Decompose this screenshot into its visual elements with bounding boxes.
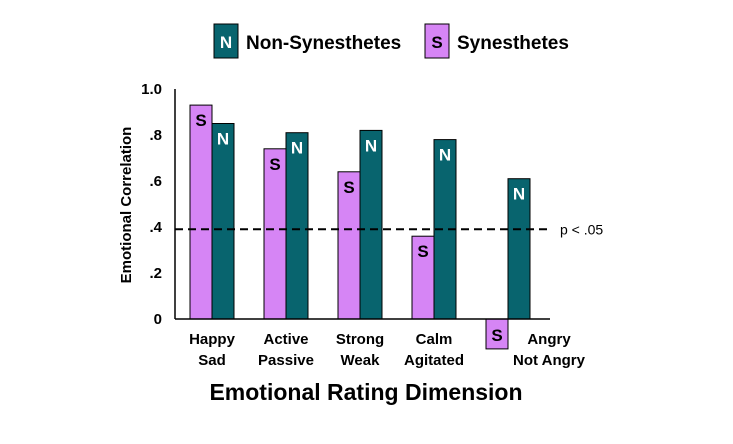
bar-marker-synesthetes-2: S <box>343 178 354 197</box>
bar-marker-non-synesthetes-4: N <box>513 185 525 204</box>
legend-marker-synesthetes: S <box>431 33 442 52</box>
legend-label-non-synesthetes: Non-Synesthetes <box>246 33 401 54</box>
category-label-line2: Not Angry <box>513 352 586 369</box>
y-tick-label: .6 <box>149 173 162 190</box>
category-label-line1: Calm <box>416 331 453 348</box>
category-label-line2: Passive <box>258 352 314 369</box>
y-tick-labels: 0 .2 .4 .6 .8 1.0 <box>141 81 163 328</box>
category-label-line2: Weak <box>341 352 381 369</box>
bar-non-synesthetes-1 <box>285 132 309 320</box>
bar-synesthetes-0 <box>189 104 213 320</box>
bar-marker-non-synesthetes-1: N <box>291 139 303 158</box>
legend-label-synesthetes: Synesthetes <box>457 33 569 54</box>
y-tick-label: .4 <box>149 219 162 236</box>
y-tick-label: 0 <box>154 311 162 328</box>
bar-marker-non-synesthetes-3: N <box>439 146 451 165</box>
category-label-line1: Active <box>263 331 308 348</box>
category-label-line1: Strong <box>336 331 384 348</box>
y-tick-label: .2 <box>149 265 162 282</box>
bar-non-synesthetes-2 <box>359 129 383 320</box>
category-label-line2: Sad <box>198 352 226 369</box>
bar-marker-synesthetes-3: S <box>417 242 428 261</box>
legend-swatch-synesthetes <box>424 23 450 59</box>
legend: N Non-Synesthetes S Synesthetes <box>213 23 569 59</box>
bar-marker-non-synesthetes-2: N <box>365 136 377 155</box>
bar-marker-non-synesthetes-0: N <box>217 130 229 149</box>
y-tick-label: .8 <box>149 127 162 144</box>
legend-item-non-synesthetes: N Non-Synesthetes <box>213 23 401 59</box>
category-label-line1: Angry <box>527 331 571 348</box>
bar-marker-synesthetes-1: S <box>269 155 280 174</box>
legend-marker-non-synesthetes: N <box>220 33 232 52</box>
bar-marker-synesthetes-4: S <box>491 326 502 345</box>
x-axis-title: Emotional Rating Dimension <box>209 379 522 405</box>
category-label-line1: Happy <box>189 331 236 348</box>
bar-non-synesthetes-0 <box>211 123 235 320</box>
y-axis-label: Emotional Correlation <box>118 127 135 284</box>
legend-item-synesthetes: S Synesthetes <box>424 23 569 59</box>
y-tick-label: 1.0 <box>141 81 162 98</box>
legend-swatch-non-synesthetes <box>213 23 239 59</box>
significance-threshold-label: p < .05 <box>560 221 603 237</box>
category-label-line2: Agitated <box>404 352 464 369</box>
bar-marker-synesthetes-0: S <box>195 111 206 130</box>
bar-synesthetes-1 <box>263 148 287 320</box>
category-labels: Happy Sad Active Passive Strong Weak Calm Agita… <box>189 331 586 369</box>
